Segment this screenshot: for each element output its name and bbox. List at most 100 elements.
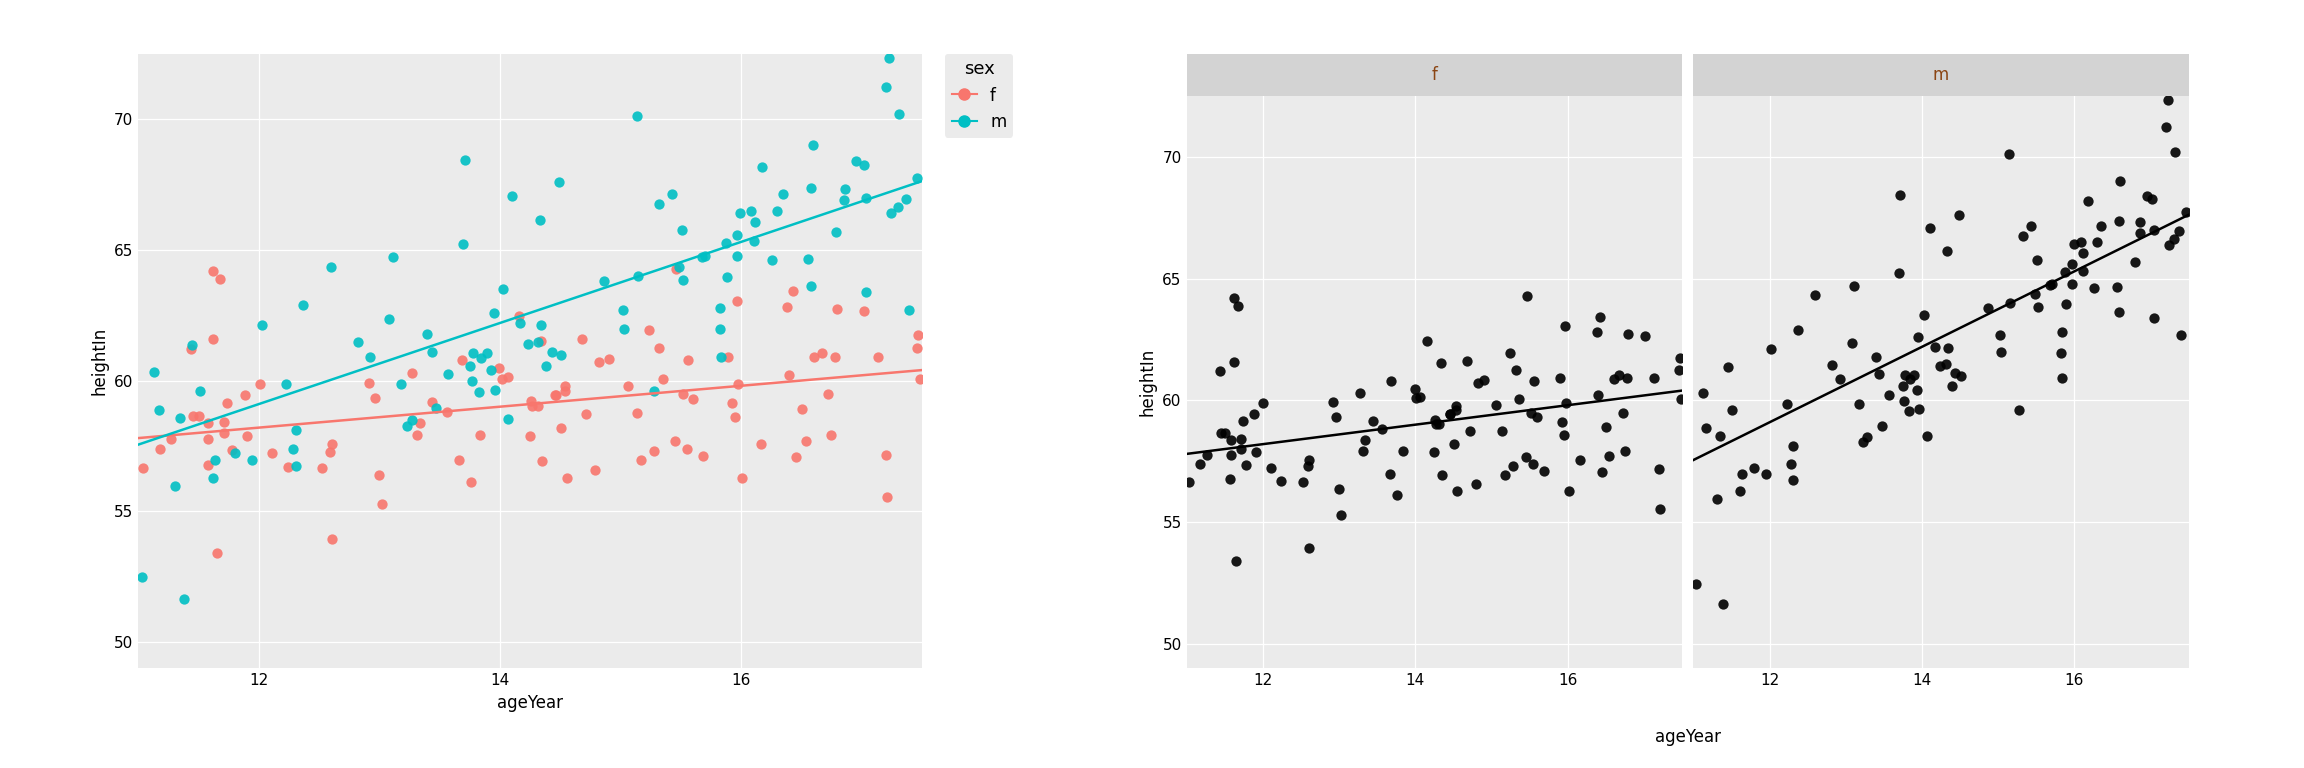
Point (244, 319, 281, 331)
Point (350, 376, 387, 389)
Point (445, 238, 482, 250)
Point (1753, 343, 1790, 355)
Point (714, 397, 751, 409)
Point (641, 342, 677, 354)
Point (2048, 298, 2085, 310)
Point (1290, 460, 1327, 472)
Point (2134, 193, 2170, 205)
Point (1896, 369, 1933, 381)
Point (461, 386, 498, 398)
Point (2136, 312, 2173, 324)
Point (1991, 147, 2028, 160)
Point (1779, 323, 1816, 336)
Point (161, 412, 198, 425)
Point (1237, 446, 1274, 458)
Point (661, 260, 698, 273)
Point (1774, 440, 1811, 452)
Point (804, 347, 841, 359)
Point (401, 416, 438, 429)
Point (452, 359, 488, 372)
Point (813, 429, 850, 441)
Point (1905, 309, 1942, 321)
Point (339, 336, 376, 349)
Point (502, 317, 539, 329)
Point (1456, 478, 1493, 490)
Point (1940, 209, 1977, 221)
Point (641, 198, 677, 210)
Point (1431, 408, 1468, 420)
Point (468, 347, 505, 359)
Point (636, 445, 673, 458)
Point (2016, 288, 2053, 300)
Point (719, 295, 756, 307)
Point (521, 336, 558, 348)
Point (445, 354, 482, 366)
Point (1880, 267, 1917, 280)
Point (723, 472, 760, 484)
Point (1318, 411, 1355, 423)
Point (1663, 393, 1700, 406)
Point (645, 372, 682, 385)
Point (1546, 319, 1583, 332)
Point (1170, 475, 1207, 488)
Point (1313, 396, 1350, 409)
Point (2032, 280, 2069, 292)
Point (514, 400, 551, 412)
Point (2069, 195, 2106, 207)
Point (313, 439, 350, 451)
Point (684, 251, 721, 263)
Point (783, 403, 820, 415)
Point (1223, 432, 1260, 445)
Point (1871, 389, 1908, 401)
Point (1721, 485, 1758, 497)
Point (1991, 296, 2028, 309)
Point (1346, 433, 1382, 445)
Point (1834, 336, 1871, 349)
Point (136, 366, 173, 379)
Point (1440, 485, 1477, 498)
Point (205, 427, 242, 439)
Point (1898, 384, 1935, 396)
Point (1221, 443, 1258, 455)
Point (617, 110, 654, 122)
Point (1544, 415, 1581, 428)
Text: f: f (1431, 66, 1438, 84)
Point (1217, 292, 1253, 304)
Point (770, 369, 806, 381)
Point (1477, 399, 1514, 411)
Point (710, 351, 746, 363)
Point (825, 194, 862, 207)
Point (2062, 236, 2099, 248)
Legend: f, m: f, m (945, 54, 1014, 137)
Point (1495, 460, 1532, 472)
Point (399, 429, 435, 441)
Point (631, 324, 668, 336)
Point (887, 193, 924, 205)
Point (461, 429, 498, 441)
Point (606, 323, 643, 335)
Point (286, 299, 323, 311)
Point (1486, 468, 1523, 481)
Point (818, 303, 855, 315)
Point (389, 419, 426, 432)
Point (1491, 347, 1528, 359)
Point (707, 237, 744, 250)
Point (657, 263, 694, 275)
Point (2117, 257, 2154, 269)
Point (1836, 280, 1873, 292)
Point (440, 454, 477, 466)
Point (189, 433, 226, 445)
Point (1684, 386, 1721, 399)
Point (205, 415, 242, 428)
Point (899, 343, 935, 355)
Point (2055, 238, 2092, 250)
Point (1500, 392, 1537, 405)
Point (175, 339, 212, 351)
Point (795, 351, 832, 363)
Point (412, 346, 449, 358)
Point (1518, 412, 1555, 424)
Point (1935, 367, 1972, 379)
Point (548, 472, 585, 485)
Point (1710, 361, 1746, 373)
Point (537, 389, 574, 401)
